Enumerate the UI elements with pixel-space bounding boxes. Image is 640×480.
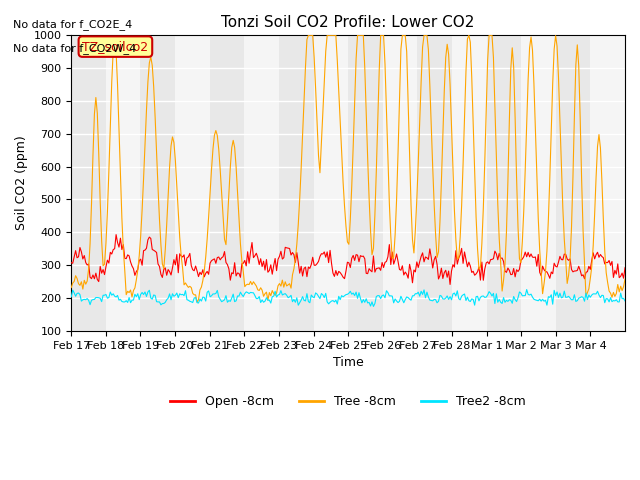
Bar <box>314 36 348 331</box>
Bar <box>106 36 141 331</box>
Text: TZ_soilco2: TZ_soilco2 <box>83 40 148 53</box>
Title: Tonzi Soil CO2 Profile: Lower CO2: Tonzi Soil CO2 Profile: Lower CO2 <box>221 15 475 30</box>
Bar <box>141 36 175 331</box>
Bar <box>244 36 279 331</box>
Legend: Open -8cm, Tree -8cm, Tree2 -8cm: Open -8cm, Tree -8cm, Tree2 -8cm <box>165 390 531 413</box>
Bar <box>210 36 244 331</box>
Y-axis label: Soil CO2 (ppm): Soil CO2 (ppm) <box>15 136 28 230</box>
X-axis label: Time: Time <box>333 356 364 369</box>
Bar <box>521 36 556 331</box>
Bar <box>452 36 486 331</box>
Bar <box>279 36 314 331</box>
Bar <box>71 36 106 331</box>
Bar <box>175 36 210 331</box>
Bar <box>383 36 417 331</box>
Bar <box>556 36 590 331</box>
Text: No data for f_CO2W_4: No data for f_CO2W_4 <box>13 43 136 54</box>
Bar <box>348 36 383 331</box>
Bar <box>417 36 452 331</box>
Bar <box>486 36 521 331</box>
Text: No data for f_CO2E_4: No data for f_CO2E_4 <box>13 19 132 30</box>
Bar <box>590 36 625 331</box>
